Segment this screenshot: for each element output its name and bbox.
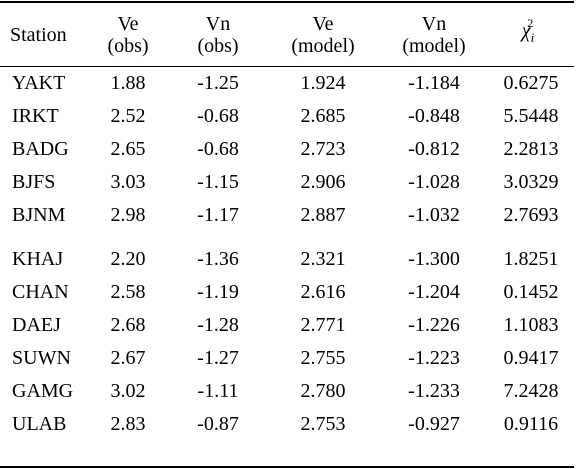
cell-chi-squared: 2.2813	[503, 138, 559, 160]
cell-vn-obs: -1.27	[197, 347, 239, 369]
cell-chi-squared: 2.7693	[503, 204, 559, 226]
cell-vn-model: -0.927	[408, 413, 460, 435]
cell-ve-model: 2.755	[300, 347, 346, 369]
cell-ve-obs: 1.88	[110, 72, 146, 94]
cell-chi-squared: 1.1083	[503, 314, 559, 336]
table-row: YAKT 1.88 -1.25 1.924 -1.184 0.6275	[0, 67, 574, 100]
cell-station: BJNM	[12, 204, 66, 226]
cell-ve-model: 2.723	[300, 138, 346, 160]
header-station: Station	[10, 23, 67, 46]
header-chi-squared: χi2	[490, 3, 572, 66]
cell-station: GAMG	[12, 380, 74, 402]
cell-vn-model: -1.233	[408, 380, 460, 402]
cell-vn-obs: -1.25	[197, 72, 239, 94]
cell-vn-model: -1.223	[408, 347, 460, 369]
cell-station: ULAB	[12, 413, 67, 435]
cell-ve-model: 2.753	[300, 413, 346, 435]
cell-vn-obs: -1.19	[197, 281, 239, 303]
cell-ve-model: 2.321	[300, 248, 346, 270]
table-row: BADG 2.65 -0.68 2.723 -0.812 2.2813	[0, 133, 574, 166]
cell-chi-squared: 5.5448	[503, 105, 559, 127]
header-vn-obs: Vn (obs)	[197, 12, 239, 57]
cell-ve-obs: 2.68	[110, 314, 146, 336]
table-row: CHAN 2.58 -1.19 2.616 -1.204 0.1452	[0, 276, 574, 309]
header-ve-obs: Ve (obs)	[107, 12, 149, 57]
cell-station: DAEJ	[12, 314, 61, 336]
cell-chi-squared: 7.2428	[503, 380, 559, 402]
cell-chi-squared: 0.1452	[503, 281, 559, 303]
cell-vn-obs: -1.11	[197, 380, 239, 402]
cell-ve-model: 2.887	[300, 204, 346, 226]
cell-station: SUWN	[12, 347, 71, 369]
cell-vn-model: -1.300	[408, 248, 460, 270]
cell-ve-obs: 2.98	[110, 204, 146, 226]
cell-ve-obs: 2.65	[110, 138, 146, 160]
cell-vn-obs: -1.36	[197, 248, 239, 270]
cell-chi-squared: 1.8251	[503, 248, 559, 270]
cell-vn-obs: -1.28	[197, 314, 239, 336]
cell-ve-model: 2.685	[300, 105, 346, 127]
table-header: Station Ve (obs) Vn (obs) Ve (model) Vn …	[0, 3, 574, 66]
cell-station: KHAJ	[12, 248, 64, 270]
cell-vn-model: -1.226	[408, 314, 460, 336]
cell-chi-squared: 0.9417	[503, 347, 559, 369]
table-row: SUWN 2.67 -1.27 2.755 -1.223 0.9417	[0, 342, 574, 375]
cell-ve-obs: 2.20	[110, 248, 146, 270]
cell-chi-squared: 0.9116	[503, 413, 559, 435]
cell-vn-obs: -0.68	[197, 138, 239, 160]
table-row: ULAB 2.83 -0.87 2.753 -0.927 0.9116	[0, 408, 574, 441]
cell-ve-model: 2.780	[300, 380, 346, 402]
table-top-rule	[0, 1, 574, 3]
header-vn-model: Vn (model)	[402, 12, 466, 57]
cell-vn-obs: -1.17	[197, 204, 239, 226]
header-rule	[0, 66, 574, 67]
table-row: DAEJ 2.68 -1.28 2.771 -1.226 1.1083	[0, 309, 574, 342]
cell-ve-obs: 3.02	[110, 380, 146, 402]
cell-ve-model: 1.924	[300, 72, 346, 94]
cell-ve-model: 2.616	[300, 281, 346, 303]
cell-station: IRKT	[12, 105, 59, 127]
cell-station: YAKT	[12, 72, 66, 94]
table-row: IRKT 2.52 -0.68 2.685 -0.848 5.5448	[0, 100, 574, 133]
cell-vn-model: -1.028	[408, 171, 460, 193]
table-row: KHAJ 2.20 -1.36 2.321 -1.300 1.8251	[0, 243, 574, 276]
chi-subscript: i	[530, 30, 535, 45]
cell-vn-model: -1.204	[408, 281, 460, 303]
cell-ve-model: 2.771	[300, 314, 346, 336]
table-row: BJFS 3.03 -1.15 2.906 -1.028 3.0329	[0, 166, 574, 199]
cell-chi-squared: 3.0329	[503, 171, 559, 193]
cell-station: BADG	[12, 138, 69, 160]
cell-station: CHAN	[12, 281, 69, 303]
cell-station: BJFS	[12, 171, 56, 193]
cell-vn-model: -1.032	[408, 204, 460, 226]
cell-vn-obs: -0.68	[197, 105, 239, 127]
chi-superscript: 2	[527, 16, 534, 30]
cell-ve-obs: 2.52	[110, 105, 146, 127]
table-bottom-rule	[0, 466, 574, 468]
cell-ve-obs: 2.58	[110, 281, 146, 303]
cell-vn-model: -0.812	[408, 138, 460, 160]
table-row: BJNM 2.98 -1.17 2.887 -1.032 2.7693	[0, 199, 574, 232]
cell-ve-obs: 3.03	[110, 171, 146, 193]
cell-vn-model: -1.184	[408, 72, 460, 94]
cell-vn-obs: -1.15	[197, 171, 239, 193]
cell-vn-obs: -0.87	[197, 413, 239, 435]
cell-ve-obs: 2.83	[110, 413, 146, 435]
cell-ve-obs: 2.67	[110, 347, 146, 369]
table-row: GAMG 3.02 -1.11 2.780 -1.233 7.2428	[0, 375, 574, 408]
cell-chi-squared: 0.6275	[503, 72, 559, 94]
cell-ve-model: 2.906	[300, 171, 346, 193]
cell-vn-model: -0.848	[408, 105, 460, 127]
header-ve-model: Ve (model)	[291, 12, 355, 57]
chi-symbol: χ	[521, 20, 531, 42]
